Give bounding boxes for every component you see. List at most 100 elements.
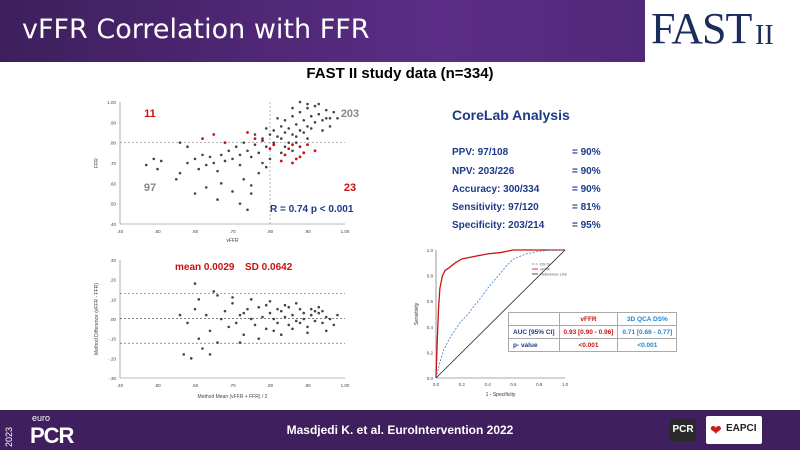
data-point-discordant bbox=[294, 157, 298, 161]
data-point bbox=[249, 317, 253, 321]
data-point bbox=[291, 114, 294, 118]
y-tick-label: -.10 bbox=[108, 337, 116, 342]
stat-value: = 90% bbox=[572, 147, 601, 158]
data-point bbox=[212, 161, 216, 165]
data-point bbox=[231, 157, 234, 161]
y-tick-label: .90 bbox=[110, 120, 117, 125]
data-point bbox=[261, 137, 264, 140]
data-point bbox=[216, 294, 219, 297]
data-point bbox=[223, 159, 227, 163]
y-tick-label: 0.6 bbox=[427, 299, 434, 304]
data-point bbox=[291, 313, 294, 317]
data-point bbox=[227, 325, 231, 329]
data-point bbox=[238, 202, 242, 205]
data-point bbox=[219, 182, 223, 185]
data-point bbox=[324, 108, 328, 112]
stat-value: = 90% bbox=[572, 166, 601, 177]
data-point-discordant bbox=[212, 133, 216, 136]
data-point bbox=[294, 135, 298, 138]
x-tick-label: .50 bbox=[154, 229, 161, 234]
data-point bbox=[298, 100, 302, 104]
data-point bbox=[257, 151, 261, 155]
data-point bbox=[279, 137, 283, 140]
data-point bbox=[246, 208, 249, 212]
roc-curve-chart: 0.0 0.2 0.4 0.6 0.8 1.0 0.0 0.2 0.4 0.6 0.8 1.0 DS %… bbox=[414, 248, 569, 398]
data-point bbox=[324, 116, 328, 120]
data-point bbox=[287, 323, 291, 327]
data-point bbox=[279, 151, 283, 155]
quadrant-label: 11 bbox=[144, 108, 156, 120]
roc-series-line bbox=[435, 249, 566, 379]
x-tick-label: 1.0 bbox=[562, 382, 569, 387]
x-tick-label: .90 bbox=[304, 229, 311, 234]
data-point bbox=[182, 353, 186, 356]
data-point bbox=[294, 123, 298, 126]
eapci-logo: ❤ EAPCI bbox=[706, 416, 762, 444]
data-point bbox=[309, 127, 313, 130]
vffr-ffr-scatter-chart: .40 .50 .60 .70 .80 .90 1.00 .40 .50 .60 .70 .80 .90… bbox=[94, 100, 359, 244]
data-point bbox=[261, 161, 264, 165]
table-row: AUC [95% CI] 0.93 [0.90 - 0.96] 0.71 [0.… bbox=[508, 325, 678, 339]
data-point bbox=[332, 323, 336, 327]
data-point bbox=[313, 121, 317, 124]
data-point-discordant bbox=[283, 153, 287, 157]
x-tick-label: .80 bbox=[267, 229, 274, 234]
data-point bbox=[156, 167, 159, 171]
data-point bbox=[283, 131, 287, 134]
data-point bbox=[268, 300, 272, 303]
y-tick-label: .50 bbox=[110, 202, 117, 207]
data-point bbox=[178, 171, 182, 175]
data-point bbox=[264, 127, 268, 130]
data-point bbox=[291, 133, 294, 136]
data-point bbox=[294, 141, 298, 144]
data-point bbox=[264, 327, 268, 331]
table-header-cell: 3D QCA DS% bbox=[617, 312, 678, 326]
legend-label: DS % bbox=[540, 262, 551, 267]
data-point-discordant bbox=[306, 143, 309, 147]
data-point bbox=[249, 192, 253, 195]
quadrant-label: 203 bbox=[341, 108, 359, 120]
data-point bbox=[283, 145, 287, 149]
data-point bbox=[298, 321, 302, 325]
data-point bbox=[249, 184, 253, 187]
data-point bbox=[306, 331, 309, 335]
data-point bbox=[186, 321, 189, 325]
table-cell: <0.001 bbox=[558, 338, 619, 352]
x-tick-label: .80 bbox=[267, 383, 274, 388]
data-point bbox=[238, 313, 242, 317]
y-tick-label: -.30 bbox=[108, 376, 116, 381]
data-point bbox=[298, 307, 302, 311]
stat-value: = 90% bbox=[572, 184, 601, 195]
y-axis-title: Method Difference (vFFR - FFR) bbox=[94, 283, 100, 355]
data-point bbox=[276, 307, 279, 311]
data-point bbox=[152, 157, 156, 161]
data-point bbox=[246, 149, 249, 153]
slide-title: vFFR Correlation with FFR bbox=[22, 14, 370, 45]
eapci-text: EAPCI bbox=[726, 423, 757, 434]
data-point bbox=[208, 329, 212, 333]
table-cell: 0.71 [0.66 - 0.77] bbox=[617, 325, 678, 339]
data-point bbox=[238, 153, 242, 157]
bland-altman-chart: .40 .50 .60 .70 .80 .90 1.00 .30 .20 .10 .00 -.10 -.… bbox=[94, 258, 350, 400]
x-tick-label: 1.00 bbox=[341, 229, 350, 234]
y-tick-label: .40 bbox=[110, 222, 117, 227]
heart-icon: ❤ bbox=[710, 422, 722, 438]
data-point bbox=[279, 125, 283, 128]
data-point bbox=[279, 333, 283, 337]
data-point bbox=[234, 321, 238, 325]
data-point bbox=[193, 192, 197, 195]
data-point bbox=[268, 133, 272, 136]
logo-text: FAST bbox=[651, 4, 752, 53]
data-point bbox=[204, 163, 208, 167]
data-point-discordant bbox=[298, 145, 302, 149]
data-point bbox=[302, 131, 306, 134]
x-tick-label: 0.8 bbox=[536, 382, 543, 387]
data-point bbox=[219, 317, 223, 321]
stat-value: = 81% bbox=[572, 202, 601, 213]
stat-label: NPV: 203/226 bbox=[452, 166, 515, 177]
data-point bbox=[268, 157, 272, 161]
data-point bbox=[178, 141, 182, 144]
data-point bbox=[324, 329, 328, 333]
data-point bbox=[287, 141, 291, 144]
data-point bbox=[242, 333, 246, 337]
